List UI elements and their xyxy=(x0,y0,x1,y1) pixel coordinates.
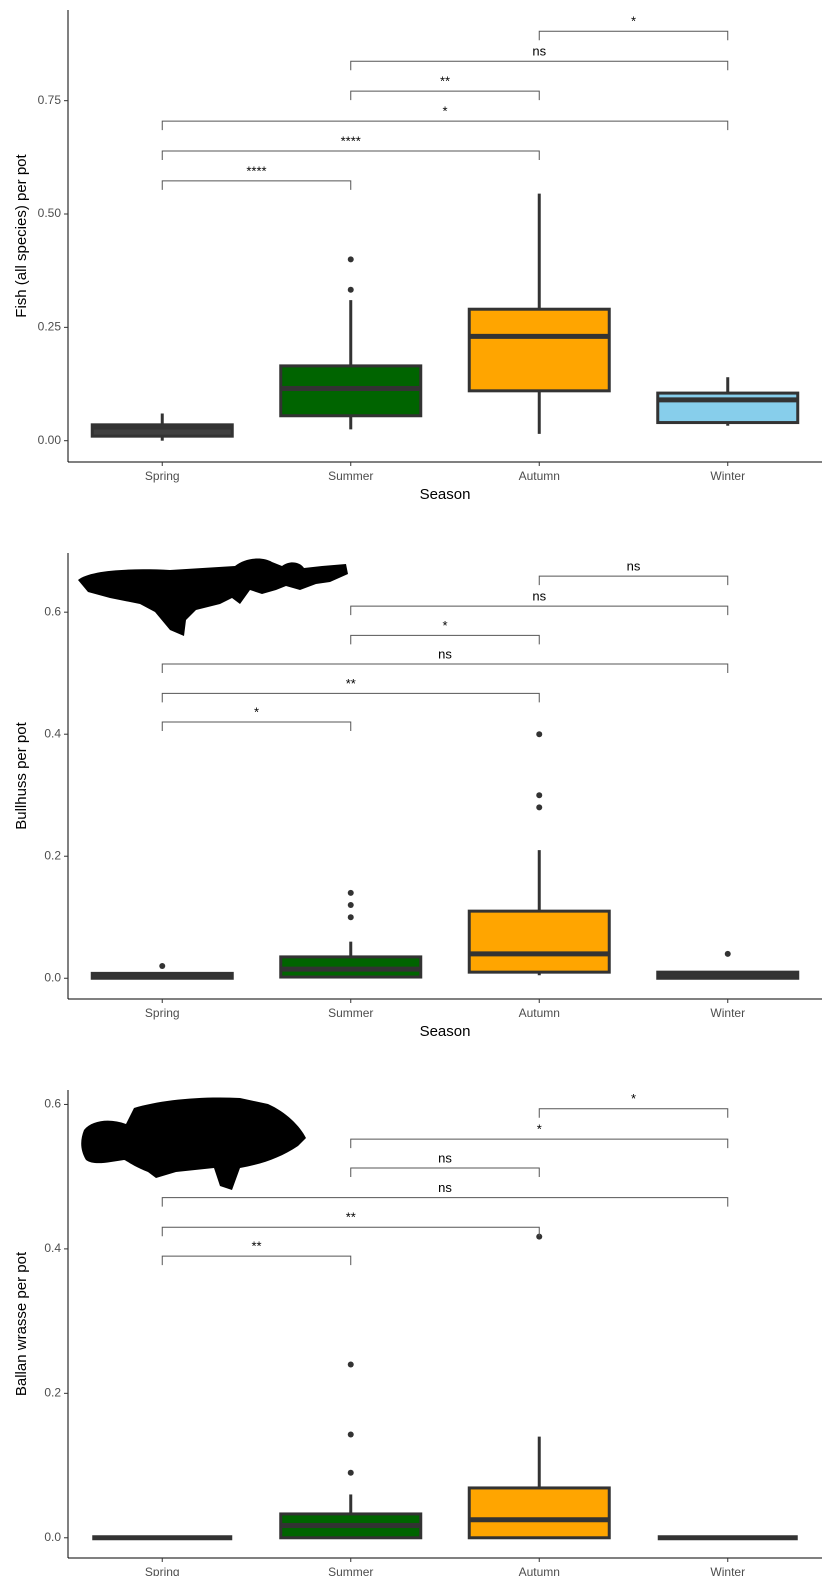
x-tick-label: Spring xyxy=(145,1006,180,1020)
outlier xyxy=(159,963,166,970)
x-tick-label: Summer xyxy=(328,1565,373,1576)
outlier xyxy=(347,1361,354,1368)
x-tick-label: Winter xyxy=(710,469,745,483)
significance-bracket xyxy=(161,692,540,703)
box xyxy=(467,307,611,393)
significance-label: ns xyxy=(532,44,546,59)
significance-bracket xyxy=(350,634,540,645)
significance-bracket xyxy=(350,90,540,101)
significance-bracket xyxy=(161,180,352,190)
y-tick-label: 0.2 xyxy=(44,1386,61,1400)
y-tick-label: 0.6 xyxy=(44,1097,61,1111)
y-axis-title: Fish (all species) per pot xyxy=(13,153,30,317)
y-tick-label: 0.4 xyxy=(44,1241,61,1255)
x-tick-label: Autumn xyxy=(519,469,560,483)
y-tick-label: 0.50 xyxy=(38,206,62,220)
outlier xyxy=(347,286,354,293)
significance-bracket xyxy=(350,1167,540,1177)
y-tick-label: 0.75 xyxy=(38,93,62,107)
significance-bracket xyxy=(538,575,729,586)
outlier xyxy=(536,1233,543,1240)
shark-silhouette xyxy=(78,558,348,636)
significance-bracket xyxy=(161,1255,352,1266)
y-tick-label: 0.00 xyxy=(38,433,62,447)
y-axis-title: Ballan wrasse per pot xyxy=(13,1251,30,1396)
significance-label: **** xyxy=(341,133,361,148)
x-axis-title: Season xyxy=(420,1023,471,1040)
significance-label: * xyxy=(631,14,636,29)
y-tick-label: 0.0 xyxy=(44,970,61,984)
significance-label: ** xyxy=(346,1210,356,1225)
y-tick-label: 0.4 xyxy=(44,726,61,740)
significance-bracket xyxy=(161,721,352,732)
significance-label: ns xyxy=(438,1150,452,1165)
significance-bracket xyxy=(161,120,729,131)
significance-label: * xyxy=(537,1122,542,1137)
significance-label: ns xyxy=(532,589,546,604)
outlier xyxy=(347,889,354,896)
x-tick-label: Spring xyxy=(145,469,180,483)
y-tick-label: 0.2 xyxy=(44,848,61,862)
significance-label: ** xyxy=(251,1239,261,1254)
outlier xyxy=(536,792,543,799)
outlier xyxy=(724,950,731,957)
outlier xyxy=(347,256,354,263)
x-tick-label: Autumn xyxy=(519,1565,560,1576)
outlier xyxy=(347,902,354,909)
wrasse-silhouette xyxy=(81,1097,306,1190)
outlier xyxy=(347,914,354,921)
significance-bracket xyxy=(538,1108,729,1118)
significance-bracket xyxy=(350,1138,729,1149)
y-axis-title: Bullhuss per pot xyxy=(13,721,30,829)
significance-bracket xyxy=(161,1197,729,1207)
significance-bracket xyxy=(161,663,729,674)
x-tick-label: Winter xyxy=(710,1565,745,1576)
significance-label: ns xyxy=(438,646,452,661)
significance-label: * xyxy=(442,104,447,119)
outlier xyxy=(536,731,543,738)
x-tick-label: Spring xyxy=(145,1565,180,1576)
x-axis-title: Season xyxy=(420,486,471,503)
y-tick-label: 0.6 xyxy=(44,604,61,618)
x-tick-label: Autumn xyxy=(519,1006,560,1020)
significance-label: ns xyxy=(438,1180,452,1195)
significance-label: * xyxy=(254,704,259,719)
box xyxy=(467,909,611,974)
x-tick-label: Summer xyxy=(328,1006,373,1020)
y-tick-label: 0.25 xyxy=(38,320,62,334)
outlier xyxy=(347,1469,354,1476)
box xyxy=(467,1486,611,1540)
significance-label: ** xyxy=(346,676,356,691)
significance-bracket xyxy=(350,60,729,71)
x-tick-label: Winter xyxy=(710,1006,745,1020)
outlier xyxy=(536,804,543,811)
significance-label: * xyxy=(631,1091,636,1106)
significance-label: * xyxy=(442,618,447,633)
significance-bracket xyxy=(161,1226,540,1237)
significance-label: ** xyxy=(440,74,450,89)
y-tick-label: 0.0 xyxy=(44,1530,61,1544)
significance-bracket xyxy=(538,30,729,41)
significance-label: **** xyxy=(246,163,266,178)
significance-bracket xyxy=(161,150,540,160)
outlier xyxy=(347,1431,354,1438)
significance-bracket xyxy=(350,605,729,616)
significance-label: ns xyxy=(627,559,641,574)
x-tick-label: Summer xyxy=(328,469,373,483)
